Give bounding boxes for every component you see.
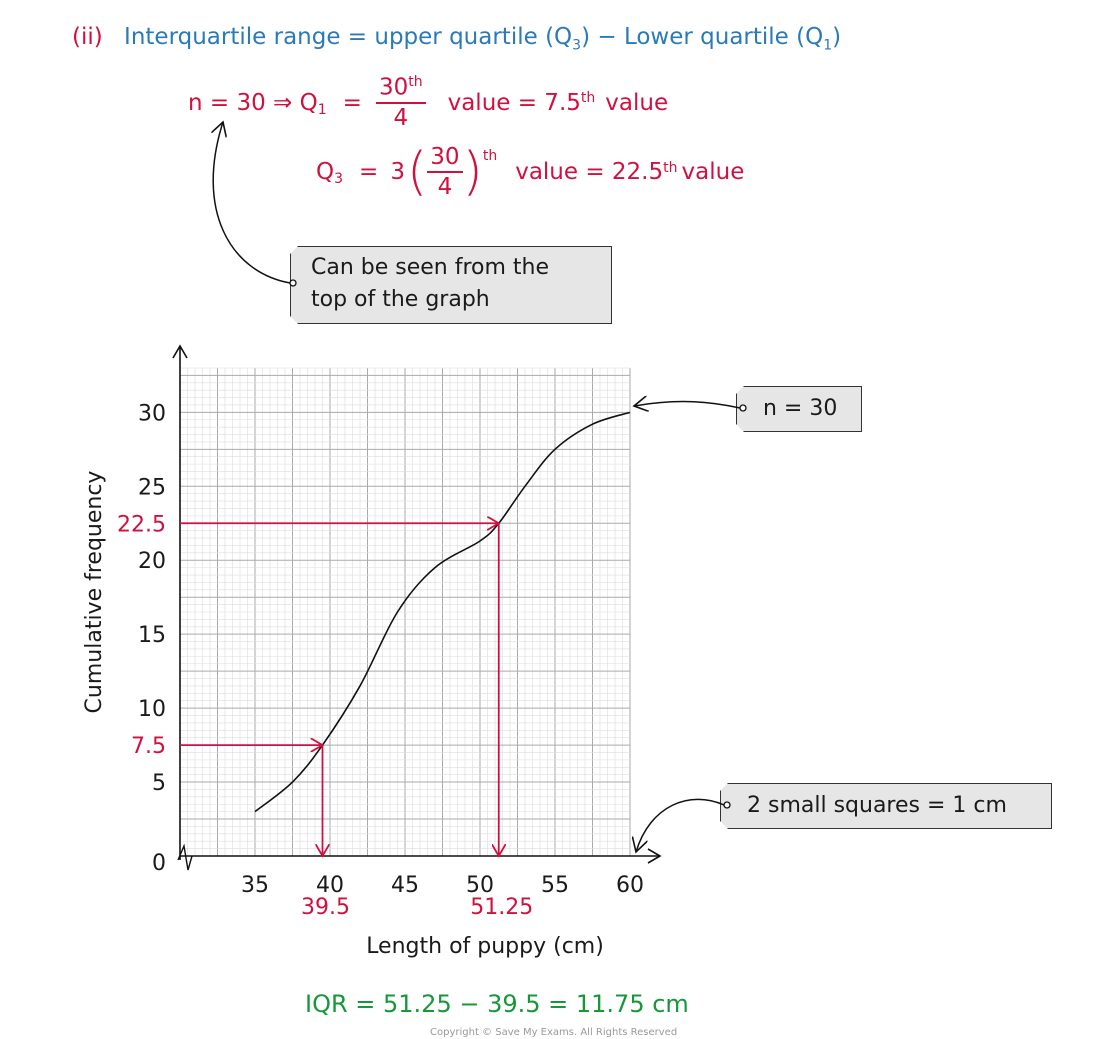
callout-squares-arrow — [636, 798, 725, 852]
callout-dot — [739, 404, 747, 412]
chart-axes — [172, 344, 662, 871]
y-tick-label: 10 — [138, 697, 166, 722]
heading-line: (ii) Interquartile range = upper quartil… — [72, 24, 841, 54]
note-n-equals-30: n = 30 — [736, 386, 862, 432]
callout-arrows — [213, 122, 747, 852]
y-axis-title: Cumulative frequency — [82, 471, 107, 714]
x-tick-label: 60 — [616, 873, 644, 898]
chart-grid — [179, 367, 631, 857]
q3-y-label: 22.5 — [117, 512, 166, 537]
callout-dot — [289, 279, 297, 287]
y-tick-label: 5 — [152, 771, 166, 796]
x-tick-label: 40 — [316, 873, 344, 898]
callout-top-note-arrow — [213, 122, 291, 284]
x-tick-label: 50 — [466, 873, 494, 898]
x-axis-title: Length of puppy (cm) — [366, 934, 604, 959]
callout-dot — [723, 801, 731, 809]
chart-labels: 35 40 45 50 55 60 5 10 15 20 25 30 0 Length of puppy … — [82, 401, 644, 959]
q1-fraction: 30th 4 — [375, 74, 426, 132]
x-tick-label: 35 — [241, 873, 269, 898]
x-tick-label: 45 — [391, 873, 419, 898]
heading-text: Interquartile range = upper quartile (Q3… — [124, 24, 842, 54]
part-label: (ii) — [72, 24, 103, 50]
q1-y-label: 7.5 — [131, 734, 166, 759]
q3-x-label: 51.25 — [470, 895, 533, 920]
x-axis-arrow — [647, 848, 662, 864]
y-tick-label: 30 — [138, 401, 166, 426]
q3-fraction: 30 4 — [427, 144, 463, 201]
quartile-guides — [180, 523, 499, 856]
axis-break — [177, 843, 193, 871]
q1-x-label: 39.5 — [301, 895, 350, 920]
y-tick-label: 25 — [138, 475, 166, 500]
y-axis-arrow — [172, 344, 188, 359]
y-tick-label: 15 — [138, 623, 166, 648]
origin-label: 0 — [152, 851, 166, 876]
x-tick-label: 55 — [541, 873, 569, 898]
y-tick-label: 20 — [138, 549, 166, 574]
iqr-result: IQR = 51.25 − 39.5 = 11.75 cm — [305, 990, 689, 1018]
note-small-squares: 2 small squares = 1 cm — [720, 783, 1052, 829]
note-top-of-graph: Can be seen from the top of the graph — [290, 246, 612, 324]
callout-n30-arrow — [634, 402, 741, 408]
copyright-text: Copyright © Save My Exams. All Rights Re… — [430, 1027, 678, 1038]
